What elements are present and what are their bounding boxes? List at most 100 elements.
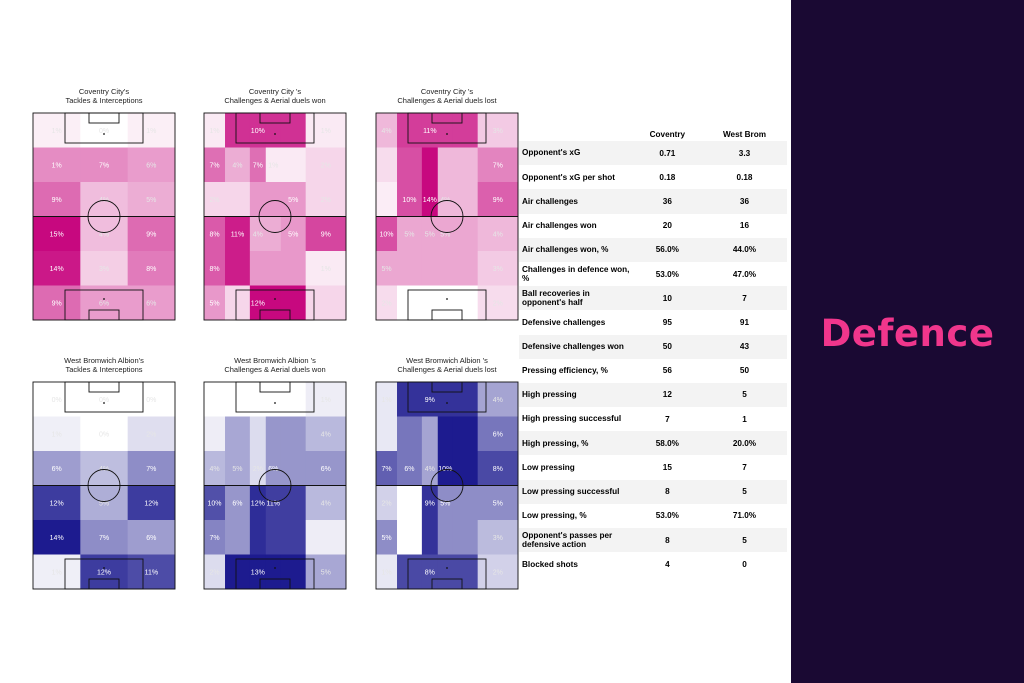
heat-cell: [437, 451, 454, 486]
table-row: Air challenges 36 36: [519, 189, 787, 214]
heat-cell: [452, 382, 479, 417]
west-brom-value: 36: [739, 196, 750, 206]
coventry-value: 10: [662, 293, 672, 303]
cell-label: 9%: [52, 300, 62, 307]
heat-cell: [204, 554, 226, 590]
heat-cell: [477, 285, 519, 321]
heat-cell: [477, 485, 519, 521]
metric-label: Defensive challenges: [522, 317, 606, 327]
heat-cell: [225, 251, 251, 286]
coventry-value: 20: [662, 221, 672, 231]
table-row: Challenges in defence won, % 53.0% 47.0%: [519, 262, 787, 286]
cell-label: 4%: [321, 431, 331, 438]
heat-cell: [452, 285, 479, 321]
cell-label: 11%: [145, 569, 159, 576]
cell-label: 8%: [146, 266, 156, 273]
cell-label: 5%: [440, 500, 450, 507]
heat-cell: [249, 113, 267, 148]
heat-cell: [33, 451, 81, 486]
heat-cell: [421, 416, 439, 452]
heat-cell: [452, 113, 479, 148]
heat-cell: [477, 382, 519, 417]
heat-cell: [127, 382, 176, 417]
coventry-value: 7: [665, 414, 670, 424]
metric-label: Air challenges won, %: [522, 245, 609, 255]
heat-cell: [305, 251, 347, 286]
penalty-spot-bottom: [274, 567, 276, 569]
metric-label: High pressing successful: [522, 414, 622, 424]
coventry-value: 36: [662, 196, 672, 206]
heat-cell: [80, 451, 129, 486]
heat-cell: [305, 216, 347, 252]
heat-cell: [397, 113, 423, 148]
heat-cell: [397, 147, 423, 183]
penalty-spot-bottom: [103, 567, 105, 569]
defence-stats-table: Coventry West Brom Opponent's xG 0.71 3.3 O…: [519, 127, 787, 576]
heat-cell: [421, 382, 439, 417]
heat-cell: [477, 147, 519, 183]
cell-label: 7%: [381, 466, 391, 473]
defence-banner: Defence: [791, 0, 1024, 683]
heat-cell: [249, 520, 267, 555]
cell-label: 2%: [493, 300, 503, 307]
six-yard-box-top: [88, 381, 120, 393]
table-row: Opponent's passes per defensive action 8 5: [519, 528, 787, 553]
table-row: High pressing successful 7 1: [519, 407, 787, 431]
heat-cell: [127, 485, 176, 521]
heat-cell: [305, 382, 347, 417]
heat-cell: [437, 147, 454, 183]
heat-cell: [280, 182, 307, 217]
heat-cell: [80, 382, 129, 417]
heat-cell: [225, 554, 251, 590]
heat-cell: [452, 251, 479, 286]
cell-label: 10%: [402, 197, 416, 204]
cell-label: 0%: [99, 431, 109, 438]
west-brom-value: 7: [742, 293, 747, 303]
cell-label: 5%: [425, 231, 435, 238]
heat-cell: [421, 147, 439, 183]
cell-label: 6%: [52, 466, 62, 473]
coventry-value: 58.0%: [655, 438, 679, 448]
cell-label: 5%: [493, 500, 503, 507]
cell-label: 9%: [321, 231, 331, 238]
heat-cell: [376, 451, 398, 486]
cell-label: 4%: [232, 162, 242, 169]
heat-cell: [477, 554, 519, 590]
cell-label: 9%: [425, 500, 435, 507]
heat-cell: [204, 520, 226, 555]
heat-cell: [477, 416, 519, 452]
heat-cell: [397, 520, 423, 555]
heat-cell: [376, 285, 398, 321]
heat-cell: [397, 416, 423, 452]
heat-cell: [204, 147, 226, 183]
cell-label: 5%: [321, 569, 331, 576]
metric-label: Low pressing, %: [522, 511, 587, 521]
table-row: Air challenges won 20 16: [519, 214, 787, 238]
west-brom-value: 47.0%: [732, 269, 757, 279]
six-yard-box-top: [259, 112, 291, 124]
six-yard-box-bottom: [259, 309, 291, 321]
heat-cell: [204, 251, 226, 286]
heat-cell: [437, 382, 454, 417]
metric-label: Low pressing successful: [522, 486, 620, 496]
cell-label: 4%: [493, 231, 503, 238]
cell-label: 6%: [321, 466, 331, 473]
heat-cell: [452, 485, 479, 521]
heat-cell: [225, 382, 251, 417]
heat-cell: [225, 182, 251, 217]
metric-label: Air challenges won: [522, 220, 597, 230]
west-brom-value: 0.18: [736, 172, 753, 182]
cell-label: 2%: [146, 431, 156, 438]
heat-cell: [397, 285, 423, 321]
heat-cell: [421, 451, 439, 486]
heat-cell: [249, 147, 267, 183]
heat-cell: [204, 216, 226, 252]
heat-cell: [437, 285, 454, 321]
west-brom-value: 20.0%: [732, 438, 757, 448]
heat-cell: [265, 520, 282, 555]
six-yard-box-bottom: [88, 309, 120, 321]
heat-cell: [80, 520, 129, 555]
cell-label: 10%: [208, 500, 222, 507]
table-row: Ball recoveries in opponent's half 10 7: [519, 286, 787, 311]
cell-label: 11%: [267, 500, 281, 507]
